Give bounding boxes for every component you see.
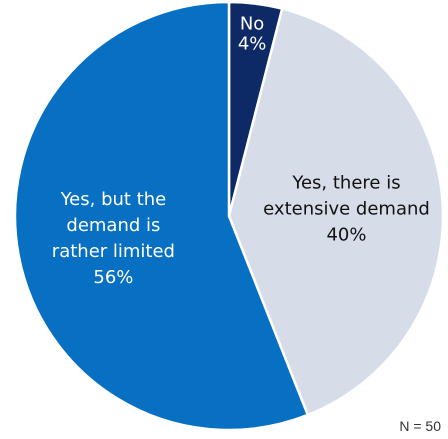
slice-label: No 4% bbox=[238, 13, 267, 54]
slice-label-line: rather limited bbox=[52, 241, 175, 262]
slice-label: Yes, but the demand is rather limited 56% bbox=[52, 189, 175, 288]
slice-label-line: 56% bbox=[93, 267, 133, 288]
slice-label-line: 4% bbox=[238, 33, 267, 54]
slice-label-line: demand is bbox=[66, 215, 160, 236]
slice-label-line: No bbox=[240, 13, 264, 34]
slice-label: Yes, there is extensive demand 40% bbox=[263, 173, 430, 246]
sample-size-note: N = 50 bbox=[399, 418, 441, 434]
pie-slice bbox=[227, 7, 445, 417]
slice-label-line: 40% bbox=[326, 225, 366, 246]
slice-label-line: extensive demand bbox=[263, 199, 430, 220]
slice-labels: No 4%Yes, there is extensive demand 40%Yes,… bbox=[52, 13, 430, 288]
pie-slices bbox=[13, 0, 445, 432]
slice-label-line: Yes, but the bbox=[60, 189, 167, 210]
pie-slice bbox=[13, 0, 310, 432]
slice-label-line: Yes, there is bbox=[291, 173, 400, 194]
